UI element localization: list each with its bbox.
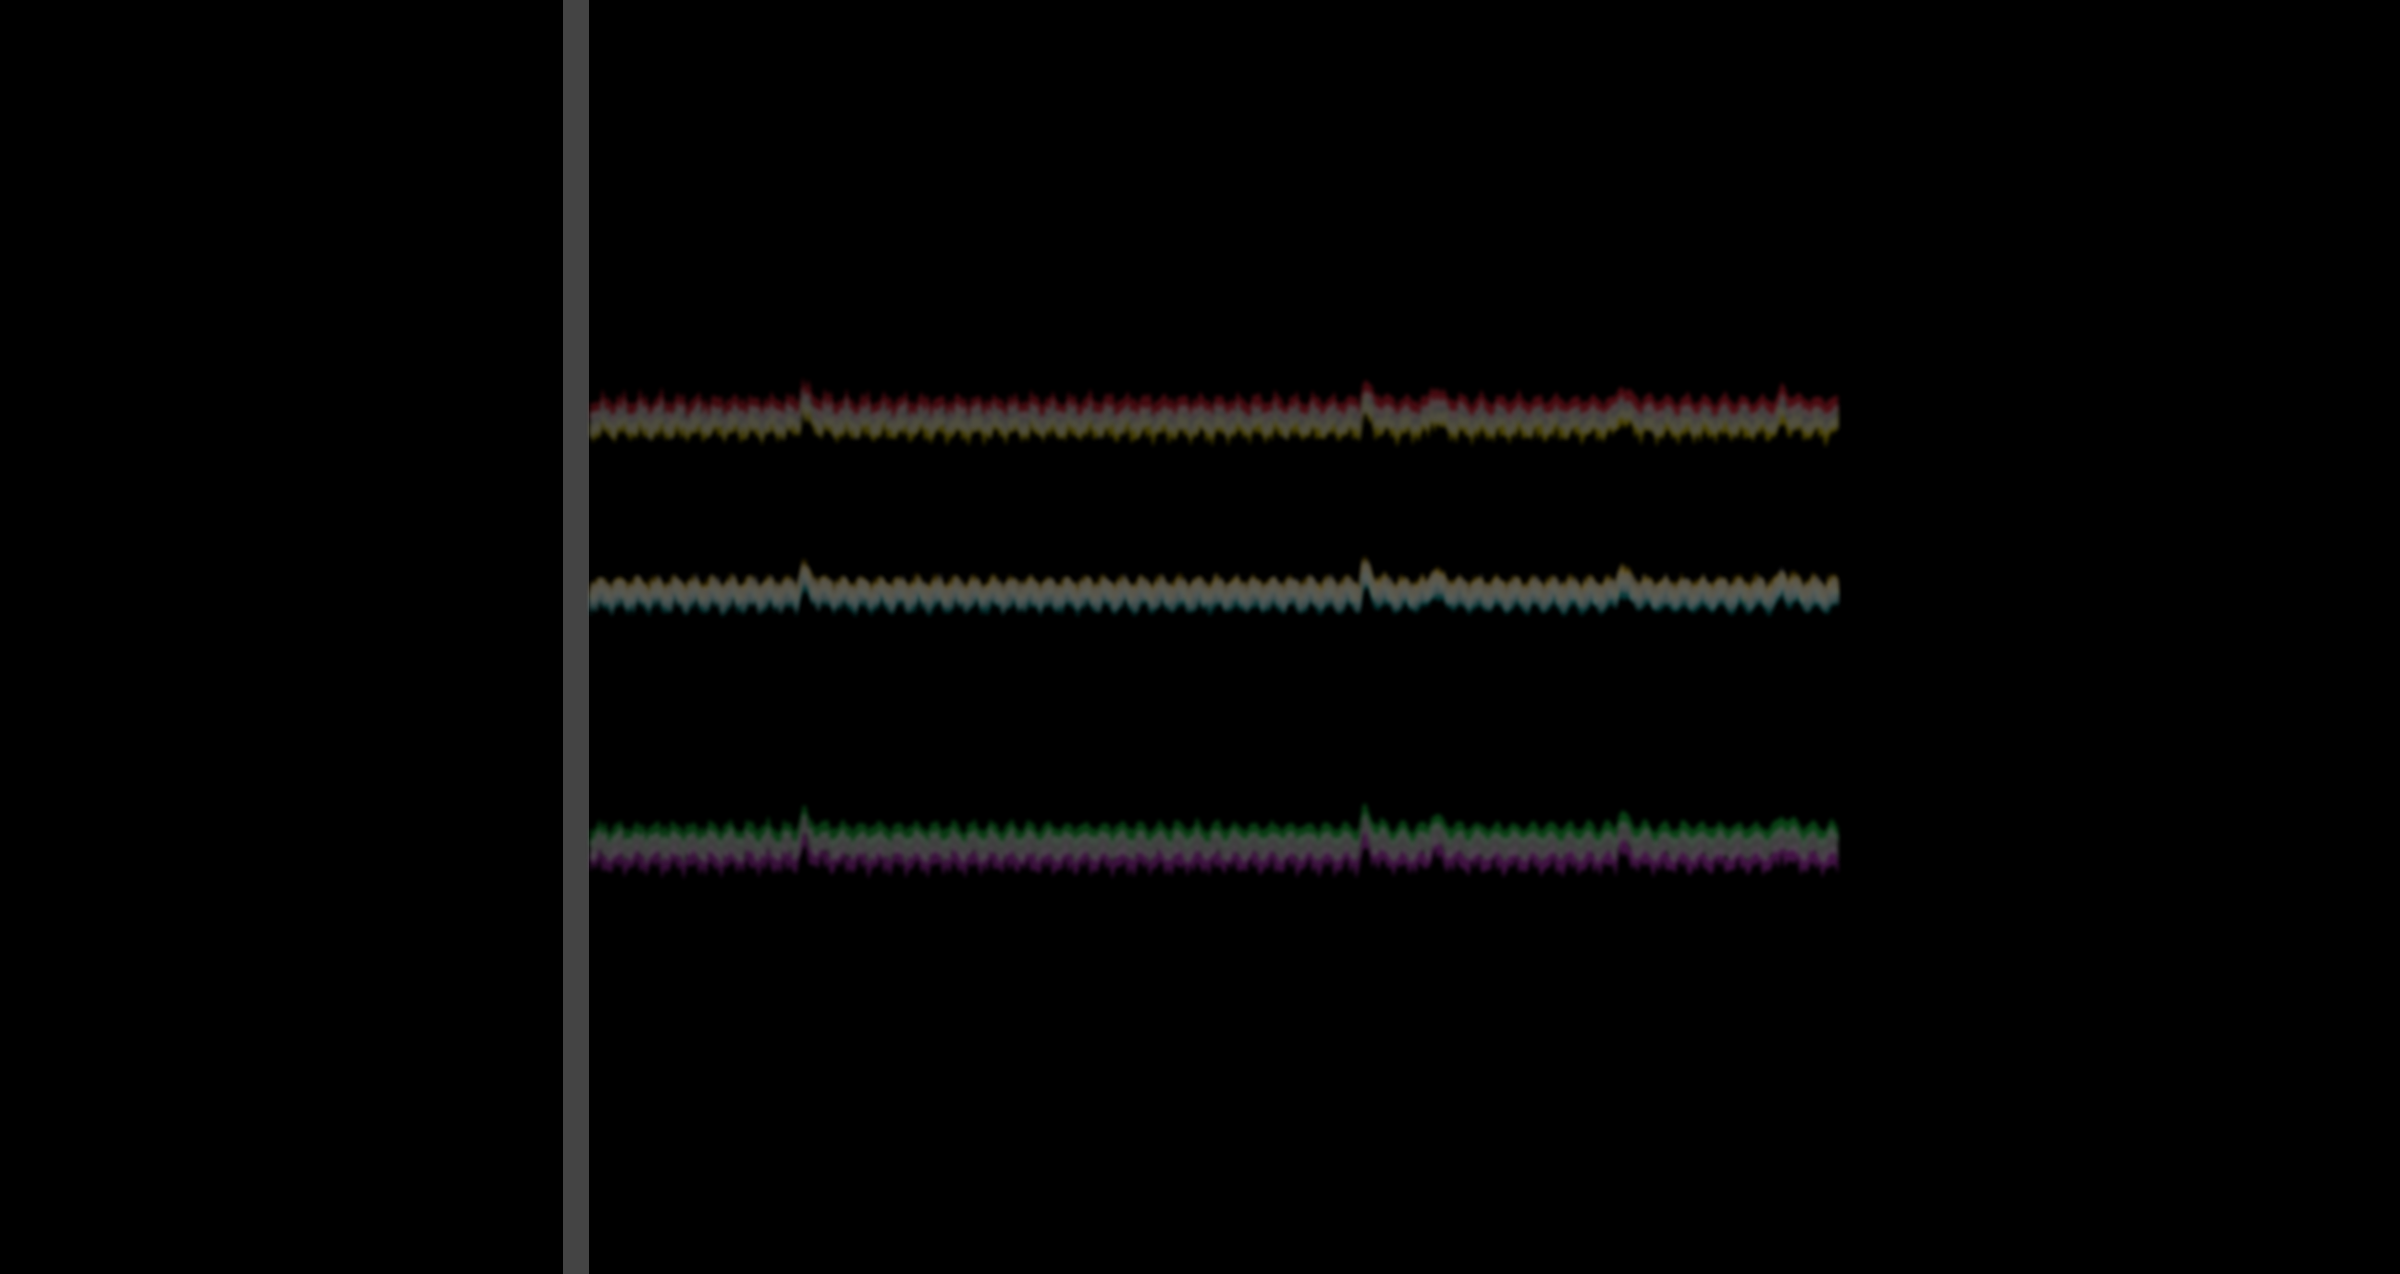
gray-trace-1 — [590, 387, 1838, 442]
series-band-1-2 — [590, 393, 1838, 448]
gray-trace-2 — [590, 560, 1838, 615]
trace-group-3 — [590, 802, 1838, 880]
trace-group-1 — [590, 376, 1838, 448]
gray-trace-3 — [590, 812, 1838, 866]
trace-groups — [590, 376, 1838, 880]
axis-bar — [563, 0, 589, 1274]
series-band-3-2 — [590, 829, 1838, 880]
trace-group-2 — [590, 556, 1838, 618]
